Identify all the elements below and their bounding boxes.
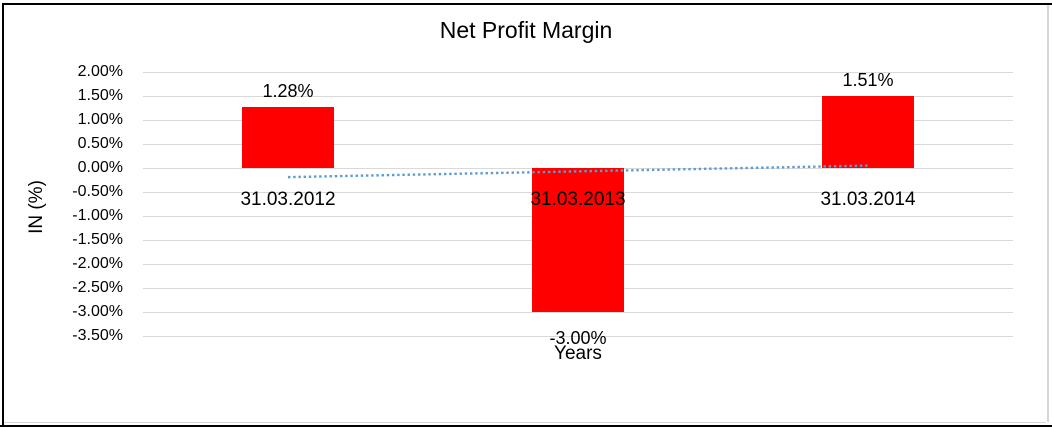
gridline (143, 96, 1013, 97)
y-axis-tick-label: 0.50% (77, 135, 123, 152)
x-axis-title: Years (554, 343, 602, 364)
gridline (143, 144, 1013, 145)
page-border-left (2, 3, 4, 427)
chart-title: Net Profit Margin (439, 17, 613, 43)
data-label: 1.28% (262, 80, 314, 101)
y-axis-tick-label: -2.00% (72, 255, 123, 272)
bar-31.03.2012 (242, 106, 334, 168)
y-axis-tick-label: 1.50% (77, 87, 123, 104)
page-border-top (2, 3, 1052, 5)
y-axis-tick-label: 1.00% (77, 111, 123, 128)
bar-31.03.2014 (822, 95, 914, 168)
data-label: 1.51% (842, 69, 894, 90)
y-axis-tick-label: -0.50% (72, 183, 123, 200)
gridline (143, 312, 1013, 313)
data-label: -3.00% (549, 328, 607, 348)
page-border-bottom (0, 425, 1052, 427)
y-axis-tick-label: 0.00% (77, 159, 123, 176)
y-axis-tick-label: -3.00% (72, 303, 123, 320)
y-axis-tick-label: -3.50% (72, 327, 123, 344)
x-axis-category-label: 31.03.2013 (530, 189, 626, 210)
gridline (143, 120, 1013, 121)
x-axis-category-label: 31.03.2014 (820, 189, 916, 210)
y-axis-tick-label: -2.50% (72, 279, 123, 296)
gridline (143, 72, 1013, 73)
y-axis-tick-label: -1.50% (72, 231, 123, 248)
chart-object-border-right (1047, 5, 1049, 422)
y-axis-tick-label: 2.00% (77, 63, 123, 80)
gridline (143, 336, 1013, 337)
y-axis-tick-label: -1.00% (72, 207, 123, 224)
x-axis-category-label: 31.03.2012 (240, 189, 336, 210)
chart-object-border-bottom (4, 422, 1046, 423)
bar-31.03.2013 (532, 168, 624, 312)
